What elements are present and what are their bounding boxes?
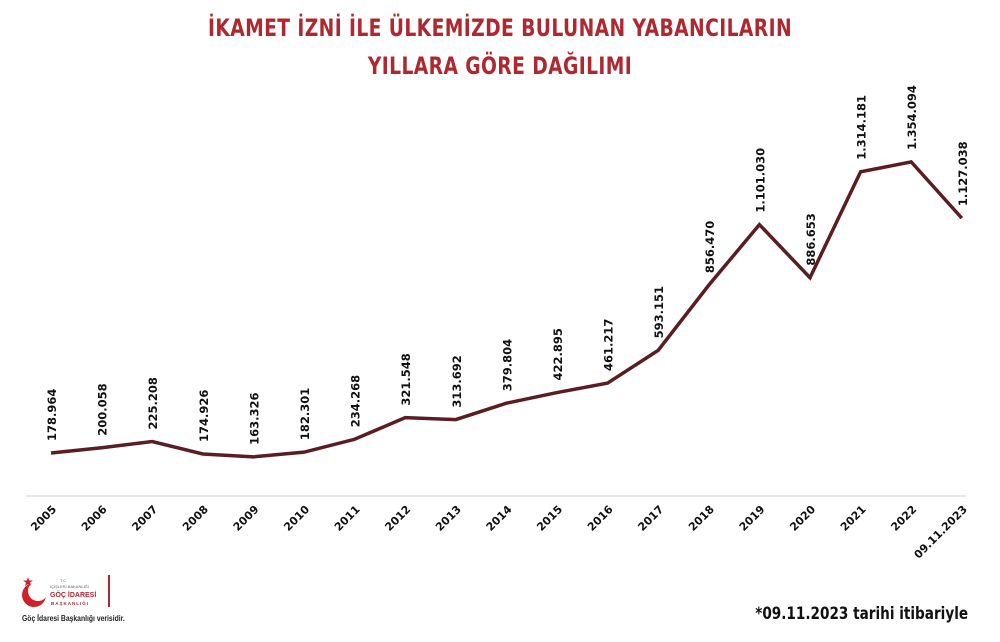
x-tick-label: 2022: [888, 503, 919, 534]
value-label: 234.268: [349, 375, 363, 427]
x-tick-label: 2015: [534, 503, 565, 534]
x-tick-label: 2008: [180, 503, 211, 534]
line-chart: 178.964 200.058 225.208 174.926 163.326 182.3…: [26, 85, 970, 562]
value-label: 1.314.181: [855, 95, 869, 160]
value-label: 1.354.094: [905, 85, 919, 150]
x-tick-label: 2011: [332, 503, 363, 534]
svg-text:BAŞKANLIĞI: BAŞKANLIĞI: [51, 599, 89, 606]
x-tick-label: 2013: [433, 503, 464, 534]
value-label: 379.804: [500, 339, 514, 391]
goc-idaresi-logo: T.C. İÇİŞLERİ BAKANLIĞI GÖÇ İDARESİ BAŞK…: [22, 575, 110, 607]
value-label: 886.653: [804, 213, 818, 265]
x-tick-label: 2020: [787, 503, 818, 534]
value-label: 1.127.038: [956, 141, 970, 206]
value-labels: 178.964 200.058 225.208 174.926 163.326 182.3…: [45, 85, 970, 445]
chart-title-line1: İKAMET İZNİ İLE ÜLKEMİZDE BULUNAN YABANC…: [207, 14, 793, 42]
x-tick-label: 2012: [382, 503, 413, 534]
x-axis-labels: 2005 2006 2007 2008 2009 2010 2011 2012 2013 2014…: [28, 503, 970, 562]
x-tick-label: 2014: [484, 503, 515, 534]
value-label: 178.964: [45, 389, 59, 441]
svg-text:İÇİŞLERİ BAKANLIĞI: İÇİŞLERİ BAKANLIĞI: [50, 584, 89, 589]
source-note: Göç İdaresi Başkanlığı verisidir.: [22, 614, 125, 623]
x-tick-label: 09.11.2023: [912, 503, 970, 561]
x-tick-label: 2009: [231, 503, 262, 534]
x-tick-label: 2007: [129, 503, 160, 534]
value-label: 163.326: [247, 392, 261, 444]
data-line: [50, 159, 964, 459]
x-tick-label: 2016: [585, 503, 616, 534]
chart-title-line2: YILLARA GÖRE DAĞILIMI: [367, 52, 633, 80]
value-label: 856.470: [703, 221, 717, 273]
x-tick-label: 2017: [635, 503, 666, 534]
star-icon: [23, 577, 33, 586]
value-label: 321.548: [399, 353, 413, 405]
value-label: 422.895: [551, 328, 565, 380]
svg-text:T.C.: T.C.: [60, 578, 67, 583]
x-tick-label: 2019: [737, 503, 768, 534]
value-label: 182.301: [298, 388, 312, 440]
value-label: 313.692: [450, 355, 464, 407]
value-label: 200.058: [96, 383, 110, 435]
x-tick-label: 2021: [838, 503, 869, 534]
x-tick-label: 2010: [281, 503, 312, 534]
x-tick-label: 2006: [79, 503, 110, 534]
value-label: 174.926: [197, 390, 211, 442]
value-label: 1.101.030: [753, 148, 767, 213]
footnote: *09.11.2023 tarihi itibariyle: [755, 604, 968, 624]
x-tick-label: 2018: [686, 503, 717, 534]
value-label: 225.208: [146, 377, 160, 429]
value-label: 461.217: [602, 319, 616, 371]
value-label: 593.151: [652, 286, 666, 338]
x-tick-label: 2005: [28, 503, 59, 534]
svg-text:GÖÇ İDARESİ: GÖÇ İDARESİ: [50, 590, 96, 599]
